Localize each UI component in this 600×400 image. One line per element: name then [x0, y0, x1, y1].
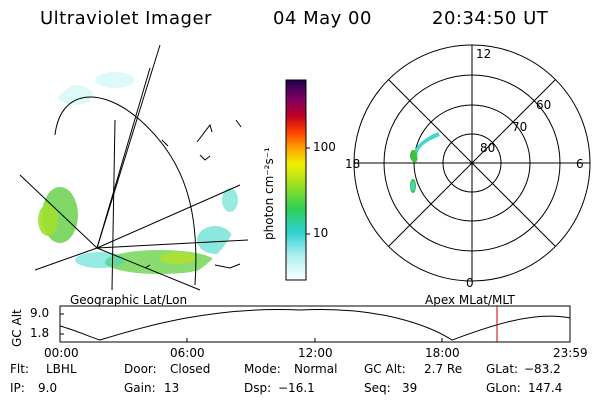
status-value-door: Closed — [170, 362, 211, 376]
status-value-gc-alt: 2.7 Re — [424, 362, 463, 376]
xtick-1800: 18:00 — [425, 346, 460, 360]
xtick-2359: 23:59 — [553, 346, 588, 360]
status-value-gain: 13 — [164, 381, 180, 395]
status-value-glon: 147.4 — [528, 381, 563, 395]
altitude-curve — [59, 308, 571, 341]
apex-caption: Apex MLat/MLT — [425, 293, 515, 307]
status-value-glat: −83.2 — [524, 362, 561, 376]
status-label-glon: GLon: — [486, 381, 521, 395]
altitude-ytick-1-8: 1.8 — [30, 326, 50, 340]
xtick-0600: 06:00 — [170, 346, 205, 360]
status-value-dsp: −16.1 — [278, 381, 315, 395]
status-value-mode: Normal — [294, 362, 338, 376]
aurora-oval-left — [38, 72, 238, 274]
altitude-ylabel: GC Alt — [10, 309, 24, 347]
mlt-label-6: 6 — [576, 157, 584, 171]
polar-plot — [353, 44, 591, 282]
status-label-gain: Gain: — [124, 381, 156, 395]
status-label-ip: IP: — [10, 381, 25, 395]
status-label-flt: Flt: — [10, 362, 29, 376]
lat-label-70: 70 — [512, 120, 528, 134]
geographic-caption: Geographic Lat/Lon — [70, 293, 188, 307]
lat-label-60: 60 — [536, 98, 552, 112]
altitude-plot — [59, 305, 571, 343]
geo-grid — [19, 44, 249, 291]
aurora-oval-polar — [409, 132, 440, 193]
altitude-ytick-9: 9.0 — [30, 306, 50, 320]
lat-label-80: 80 — [480, 141, 496, 155]
status-label-dsp: Dsp: — [244, 381, 272, 395]
status-label-glat: GLat: — [486, 362, 519, 376]
status-value-seq: 39 — [402, 381, 418, 395]
colorbar-tick-10: 10 — [313, 226, 329, 240]
mlt-label-18: 18 — [345, 157, 361, 171]
time-label: 20:34:50 UT — [432, 8, 549, 29]
xtick-1200: 12:00 — [298, 346, 333, 360]
coastlines — [144, 119, 242, 269]
status-label-mode: Mode: — [244, 362, 281, 376]
mlt-label-12: 12 — [476, 47, 492, 61]
status-value-ip: 9.0 — [38, 381, 58, 395]
mlt-label-0: 0 — [466, 276, 474, 290]
status-value-flt: LBHL — [46, 362, 77, 376]
status-label-gc-alt: GC Alt: — [364, 362, 406, 376]
date-label: 04 May 00 — [273, 8, 372, 29]
colorbar-unit-label: photon cm⁻²s⁻¹ — [262, 147, 276, 240]
instrument-title: Ultraviolet Imager — [40, 8, 212, 29]
status-label-door: Door: — [124, 362, 157, 376]
geographic-image — [19, 44, 249, 291]
status-label-seq: Seq: — [364, 381, 391, 395]
xtick-0000: 00:00 — [44, 346, 79, 360]
colorbar — [285, 79, 307, 281]
colorbar-tick-100: 100 — [313, 140, 336, 154]
